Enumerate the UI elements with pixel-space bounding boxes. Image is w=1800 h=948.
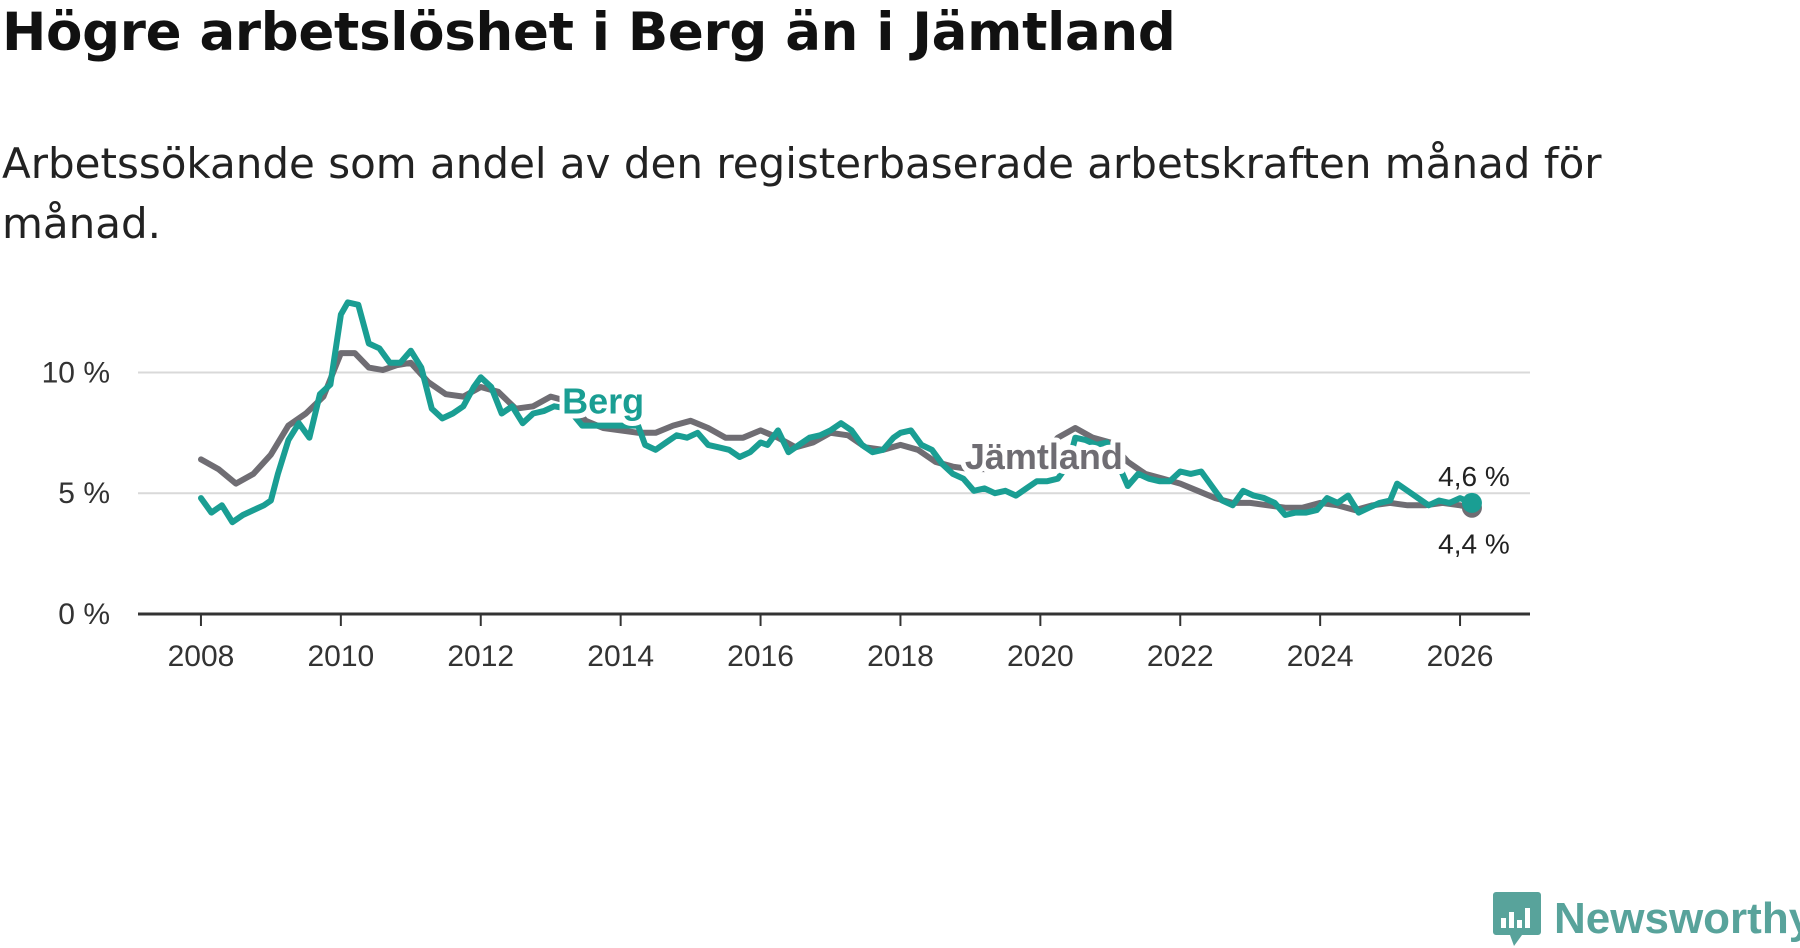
x-tick-label: 2012 [447,640,514,673]
series-line-jamtland [198,350,1475,514]
x-tick-label: 2014 [587,640,654,673]
y-tick-label: 0 % [58,598,110,631]
end-label-jamtland: 4,4 % [1438,529,1510,560]
x-tick-label: 2024 [1287,640,1354,673]
series-label-jamtland: Jämtland [965,436,1123,477]
y-tick-label: 10 % [42,356,110,389]
x-tick-label: 2008 [168,640,235,673]
newsworthy-logo-icon [1493,892,1541,946]
x-tick-label: 2020 [1007,640,1074,673]
end-label-berg: 4,6 % [1438,461,1510,492]
x-tick-label: 2016 [727,640,794,673]
x-tick-label: 2026 [1427,640,1494,673]
brand[interactable]: Newsworthy [1492,890,1800,948]
chart-subtitle: Arbetssökande som andel av den registerb… [2,139,1602,248]
brand-name: Newsworthy [1554,894,1800,943]
x-tick-label: 2010 [307,640,374,673]
x-tick-label: 2018 [867,640,934,673]
x-tick-label: 2022 [1147,640,1214,673]
y-tick-label: 5 % [58,477,110,510]
series-label-berg: Berg [562,381,644,422]
endpoint-berg [1461,492,1482,513]
series-line-berg [198,299,1475,526]
chart-title: Högre arbetslöshet i Berg än i Jämtland [2,2,1176,63]
